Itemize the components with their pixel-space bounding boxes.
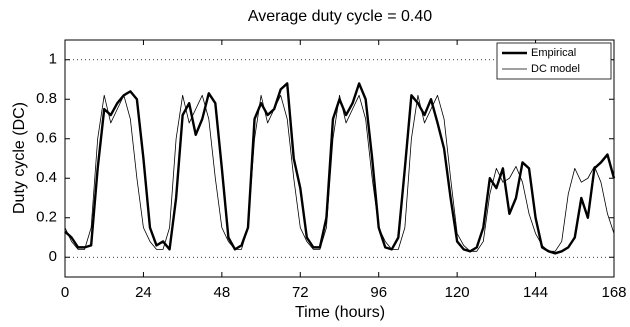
series-line xyxy=(64,82,616,255)
series-line xyxy=(64,94,615,252)
y-tick-label: 0.6 xyxy=(36,130,57,147)
y-tick-label: 0 xyxy=(49,248,57,265)
x-tick-label: 120 xyxy=(445,284,470,301)
y-tick-label: 0.2 xyxy=(36,209,57,226)
legend-label: Empirical xyxy=(531,47,576,59)
x-tick-label: 48 xyxy=(214,284,231,301)
chart-title: Average duty cycle = 0.40 xyxy=(248,8,432,25)
y-tick-label: 1 xyxy=(49,51,57,68)
legend-box xyxy=(496,42,612,80)
y-axis-label: Duty cycle (DC) xyxy=(11,102,28,214)
x-tick-label: 0 xyxy=(61,284,69,301)
y-tick-label: 0.4 xyxy=(36,169,57,186)
plot-area xyxy=(64,39,615,278)
x-axis-label: Time (hours) xyxy=(295,304,385,321)
x-tick-label: 96 xyxy=(370,284,387,301)
x-tick-label: 168 xyxy=(601,284,626,301)
y-tick-label: 0.8 xyxy=(36,90,57,107)
x-tick-label: 24 xyxy=(135,284,152,301)
x-tick-label: 144 xyxy=(523,284,548,301)
x-tick-label: 72 xyxy=(292,284,309,301)
legend-label: DC model xyxy=(531,63,580,75)
